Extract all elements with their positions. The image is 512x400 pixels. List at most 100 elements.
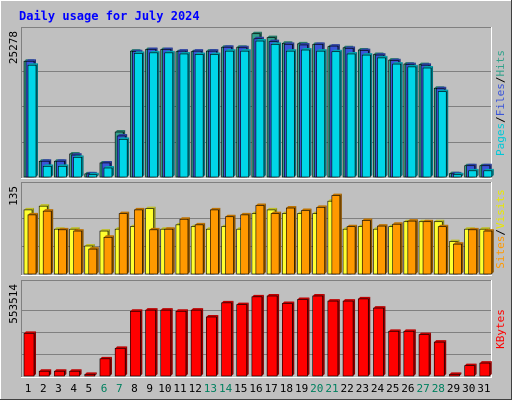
bar-kbytes-day-18 [281,301,295,377]
bar-sites-day-9 [149,227,160,275]
bar-pages-day-31 [483,168,494,178]
bar-pages-day-17 [270,42,282,178]
bar-pages-day-14 [225,49,236,178]
chart-title: Daily usage for July 2024 [19,9,200,23]
bar-pages-day-26 [407,64,418,178]
x-tick-label: 23 [356,382,369,395]
x-tick-label: 12 [189,382,202,395]
x-tick-label: 13 [204,382,217,395]
bar-sites-day-17 [270,211,282,275]
bar-sites-day-18 [285,206,297,275]
bar-sites-day-20 [316,205,327,275]
x-tick-label: 30 [462,382,475,395]
bar-kbytes-day-10 [160,308,173,377]
bar-pages-day-22 [346,51,358,178]
legend-entry: / [494,229,507,236]
bar-pages-day-9 [149,50,160,178]
x-tick-label: 17 [265,382,278,395]
bar-sites-day-25 [392,222,403,275]
bar-kbytes-day-28 [433,340,447,377]
legend-entry: / [494,77,507,84]
bar-kbytes-day-15 [236,302,249,377]
bar-kbytes-day-30 [464,363,477,377]
x-tick-label: 8 [131,382,138,395]
legend-hits-files-pages: Pages/Files/Hits [494,50,507,156]
bar-kbytes-day-5 [84,372,97,377]
bar-sites-day-14 [225,214,236,275]
bar-kbytes-day-8 [130,309,143,377]
bar-kbytes-day-27 [418,332,432,377]
bar-kbytes-day-23 [357,296,371,377]
bar-sites-day-2 [42,209,54,275]
bar-kbytes-day-13 [206,315,219,377]
bar-sites-day-16 [255,203,266,275]
x-tick-label: 11 [173,382,186,395]
x-tick-label: 22 [341,382,354,395]
legend-entry: Pages [494,123,507,156]
bar-sites-day-27 [422,219,434,275]
bar-sites-day-22 [346,224,358,275]
x-tick-label: 6 [101,382,108,395]
bar-kbytes-day-6 [99,356,112,377]
x-tick-label: 24 [371,382,385,395]
bar-kbytes-day-2 [38,369,52,377]
bar-pages-day-8 [134,51,145,178]
legend-entry: Hits [494,50,507,77]
bar-pages-day-11 [179,51,190,178]
bar-kbytes-day-14 [221,300,234,377]
bar-kbytes-day-20 [312,294,325,377]
legend-entry: / [494,116,507,123]
x-tick-label: 16 [249,382,262,395]
bar-sites-day-30 [468,227,479,275]
ymax-label-visits-sites: 135 [7,186,20,206]
bar-sites-day-3 [58,227,69,275]
bar-sites-day-7 [118,211,130,275]
bar-sites-day-26 [407,219,418,275]
bar-sites-day-1 [27,212,38,275]
bar-sites-day-28 [437,224,449,275]
bar-kbytes-day-21 [327,299,340,377]
bar-kbytes-day-19 [297,297,310,377]
bar-kbytes-day-26 [403,329,416,377]
bar-kbytes-day-9 [145,308,158,377]
bar-kbytes-day-17 [266,294,280,377]
bar-kbytes-day-7 [114,346,128,377]
bar-kbytes-day-24 [373,306,386,377]
x-tick-label: 4 [70,382,77,395]
bar-pages-day-15 [240,49,251,178]
bar-sites-day-12 [194,222,206,275]
x-tick-label: 9 [146,382,153,395]
bar-kbytes-day-29 [449,372,462,377]
bar-kbytes-day-16 [251,294,264,377]
x-tick-label: 25 [386,382,399,395]
bar-pages-day-19 [301,48,312,178]
bar-pages-day-18 [285,49,297,178]
x-tick-label: 29 [447,382,460,395]
bar-sites-day-4 [73,229,84,275]
bar-sites-day-31 [483,229,494,275]
bar-pages-day-24 [377,55,388,178]
bar-pages-day-3 [58,164,69,178]
bar-sites-day-5 [88,247,99,275]
x-tick-label: 3 [55,382,62,395]
bar-sites-day-13 [210,207,221,275]
bar-pages-day-20 [316,49,327,178]
ymax-label-hits-files-pages: 25278 [7,31,20,64]
x-tick-label: 14 [219,382,233,395]
x-tick-label: 27 [417,382,430,395]
bar-pages-day-2 [42,164,54,178]
bar-pages-day-23 [361,53,373,178]
bar-kbytes-day-4 [69,369,82,377]
x-tick-label: 1 [25,382,32,395]
bar-pages-day-5 [88,172,99,178]
legend-entry: Visits [494,189,507,229]
x-tick-label: 18 [280,382,293,395]
bar-sites-day-10 [164,227,175,275]
x-tick-label: 26 [401,382,414,395]
bar-sites-day-21 [331,193,342,275]
bar-sites-day-24 [377,224,388,275]
legend-entry: KBytes [494,309,507,349]
x-tick-label: 10 [158,382,171,395]
bar-kbytes-day-12 [190,308,204,377]
